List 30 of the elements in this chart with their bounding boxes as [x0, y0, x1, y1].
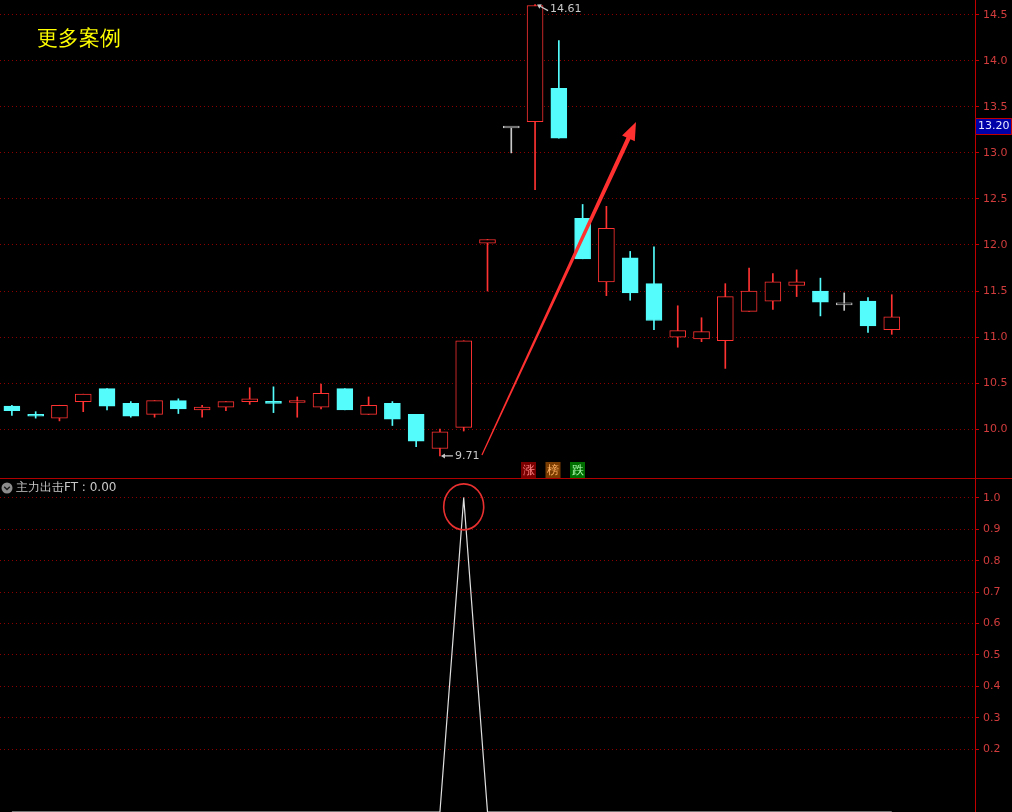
y-tick-label: 11.0 [983, 329, 1008, 343]
y-tick-label: 10.5 [983, 376, 1008, 389]
y-tick-label: 0.5 [983, 647, 1001, 661]
y-tick-label: 13.5 [983, 99, 1008, 113]
candlestick [241, 387, 259, 405]
y-tick-label: 14.5 [983, 7, 1008, 21]
y-tick-label: 12.5 [983, 191, 1008, 205]
text: 更多案例 [37, 26, 121, 51]
annotation: 14.61 [550, 2, 582, 16]
y-tick-label: 0.7 [983, 584, 1001, 598]
y-tick-label: 0.9 [983, 522, 1001, 536]
candlestick [288, 396, 306, 418]
annotation: 榜 [547, 462, 559, 477]
y-tick-label: 10.0 [983, 422, 1008, 436]
annotation: 9.71 [454, 448, 480, 462]
y-tick-label: 14.0 [983, 53, 1008, 67]
y-tick-label: 0.8 [983, 553, 1001, 567]
y-tick-label: 1.0 [983, 490, 1001, 504]
y-tick-label: 0.4 [983, 679, 1001, 693]
y-tick-label: 0.6 [983, 616, 1001, 630]
annotation: 跌 [571, 462, 584, 477]
text: 13.20 [978, 119, 1010, 133]
y-tick-label: 0.2 [983, 742, 1001, 756]
chart-title: 主力出击FT : 0.00 [16, 480, 117, 495]
y-tick-label: 11.5 [983, 283, 1008, 297]
candlestick [669, 305, 687, 348]
y-tick-label: 12.0 [983, 237, 1008, 251]
annotation: 涨 [522, 462, 535, 477]
y-tick-label: 13.0 [983, 145, 1008, 159]
y-tick-label: 0.3 [983, 710, 1001, 724]
